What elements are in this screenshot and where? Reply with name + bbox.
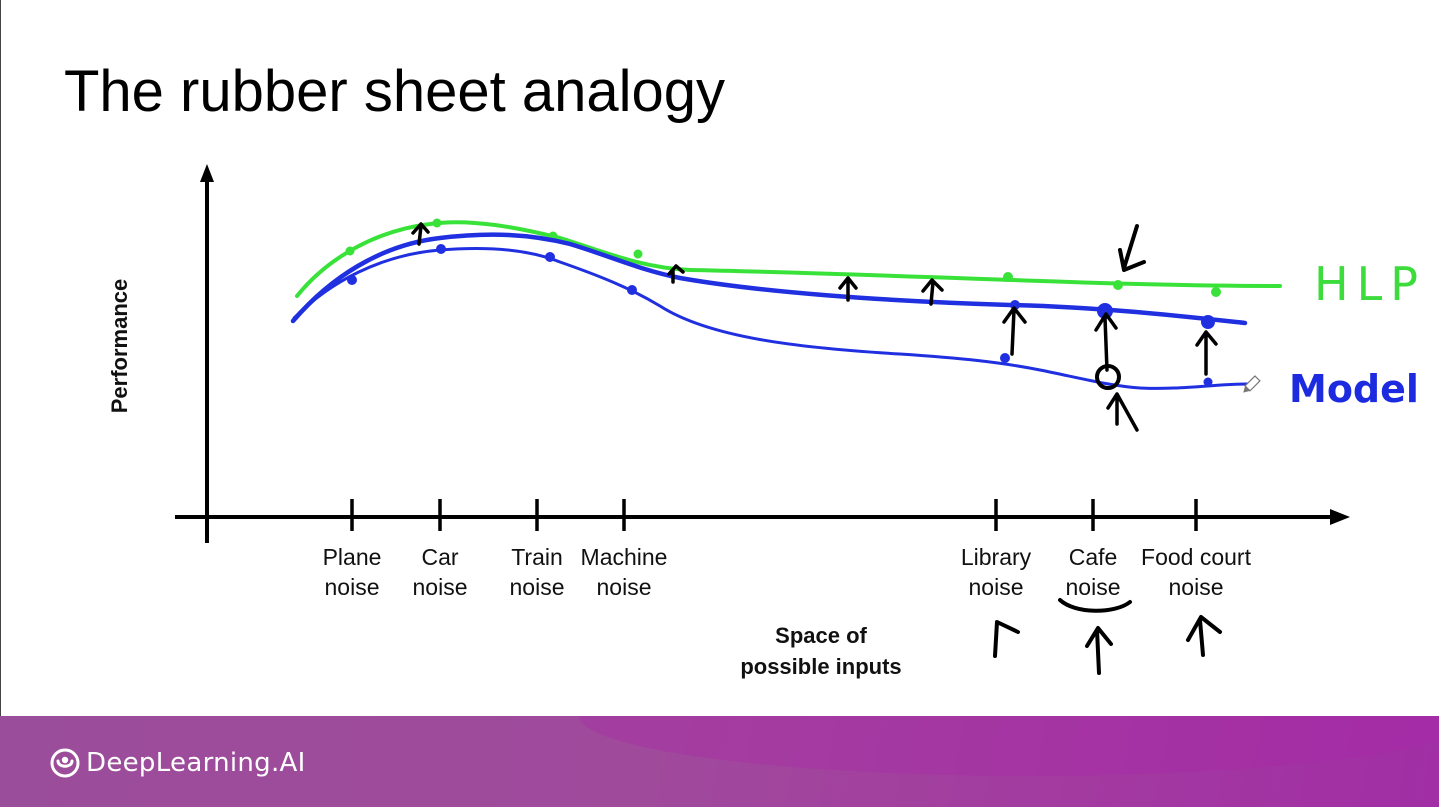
category-label-line1: Cafe <box>1069 544 1118 570</box>
x-axis-arrowhead <box>1330 509 1350 525</box>
down-arrow-hlp <box>1118 224 1146 272</box>
cafe-bracket <box>1058 598 1132 613</box>
hlp-curve <box>295 220 1282 298</box>
push-up-arrows <box>411 222 1218 432</box>
x-axis-label-line2: possible inputs <box>740 654 901 679</box>
brand: DeepLearning.AI <box>50 748 306 778</box>
y-axis-label: Performance <box>107 279 132 414</box>
hlp-points <box>345 218 1221 297</box>
model-points <box>347 244 1215 387</box>
category-label-line2: noise <box>969 574 1024 600</box>
pencil-icon <box>1243 375 1261 393</box>
deeplearning-logo-icon <box>50 748 80 778</box>
category-up-arrows <box>993 615 1222 675</box>
slide-title: The rubber sheet analogy <box>64 59 725 124</box>
category-label-line1: Train <box>511 544 563 570</box>
slide-left-border <box>0 0 1 716</box>
category-label-line1: Car <box>421 544 458 570</box>
model-annotation: Model <box>1289 367 1419 411</box>
category-label-line2: noise <box>1169 574 1224 600</box>
x-axis-ticks <box>350 499 1198 531</box>
footer-bar: DeepLearning.AI <box>0 716 1439 807</box>
category-label-line2: noise <box>413 574 468 600</box>
category-label-line2: noise <box>510 574 565 600</box>
category-label-line2: noise <box>597 574 652 600</box>
brand-name: DeepLearning.AI <box>86 748 306 778</box>
hlp-annotation: HLP <box>1314 257 1426 311</box>
category-label-line1: Food court <box>1141 544 1252 570</box>
category-label-line1: Plane <box>323 544 382 570</box>
category-labels: Plane noise Car noise Train noise Machine noise… <box>323 544 1252 600</box>
category-label-line2: noise <box>1066 574 1121 600</box>
model-original-curve <box>292 247 1250 390</box>
category-label-line1: Machine <box>581 544 668 570</box>
category-label-line1: Library <box>961 544 1032 570</box>
rubber-sheet-diagram: Performance Plane noise Car noise Train noise… <box>107 164 1426 679</box>
x-axis-label-line1: Space of <box>775 623 867 648</box>
category-label-line2: noise <box>325 574 380 600</box>
footer-wave <box>579 716 1439 776</box>
y-axis-arrowhead <box>200 164 214 182</box>
